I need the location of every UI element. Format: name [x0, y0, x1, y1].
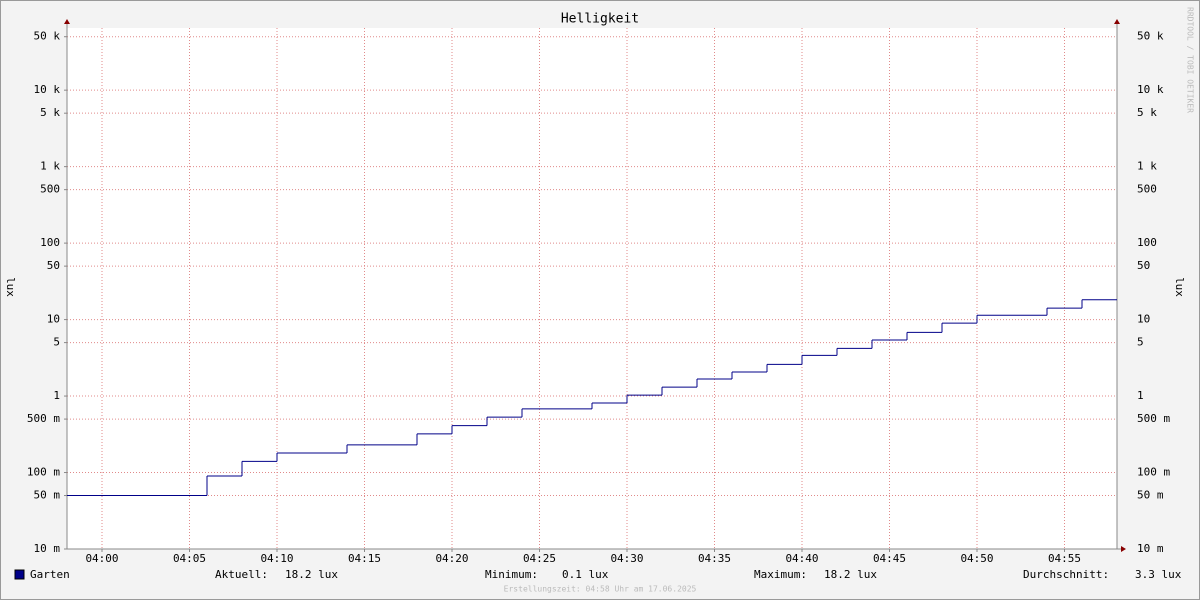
y-tick-label: 1 k — [40, 160, 60, 173]
y-tick-label-right: 50 m — [1137, 489, 1164, 502]
x-tick-label: 04:25 — [523, 552, 556, 565]
y-tick-label: 10 — [47, 313, 60, 326]
x-tick-label: 04:30 — [610, 552, 643, 565]
y-tick-label-right: 50 k — [1137, 30, 1164, 43]
x-tick-label: 04:15 — [348, 552, 381, 565]
x-tick-label: 04:55 — [1048, 552, 1081, 565]
x-tick-label: 04:35 — [698, 552, 731, 565]
stat-label: Minimum: — [485, 568, 538, 581]
stat-label: Maximum: — [754, 568, 807, 581]
y-tick-label: 10 m — [34, 542, 61, 555]
x-tick-label: 04:00 — [85, 552, 118, 565]
arrow — [1121, 546, 1126, 552]
stat-label: Durchschnitt: — [1023, 568, 1109, 581]
arrow — [64, 19, 70, 24]
y-tick-label-right: 1 — [1137, 389, 1144, 402]
y-tick-label: 10 k — [34, 83, 61, 96]
y-tick-label-right: 100 m — [1137, 466, 1170, 479]
y-tick-label: 50 k — [34, 30, 61, 43]
y-tick-label-right: 500 m — [1137, 412, 1170, 425]
y-tick-label: 100 m — [27, 466, 60, 479]
x-tick-label: 04:10 — [260, 552, 293, 565]
y-axis-label: lux — [4, 277, 17, 297]
stat-value: 3.3 lux — [1135, 568, 1182, 581]
stat-value: 0.1 lux — [562, 568, 609, 581]
stat-value: 18.2 lux — [824, 568, 877, 581]
x-tick-label: 04:45 — [873, 552, 906, 565]
y-tick-label: 500 — [40, 183, 60, 196]
y-tick-label-right: 5 — [1137, 336, 1144, 349]
y-axis-label-right: lux — [1173, 277, 1186, 297]
legend-swatch — [14, 569, 25, 580]
y-tick-label-right: 5 k — [1137, 106, 1157, 119]
x-tick-label: 04:40 — [785, 552, 818, 565]
y-tick-label-right: 500 — [1137, 183, 1157, 196]
x-tick-label: 04:20 — [435, 552, 468, 565]
y-tick-label: 5 — [53, 336, 60, 349]
y-tick-label: 5 k — [40, 106, 60, 119]
y-tick-label-right: 100 — [1137, 236, 1157, 249]
y-tick-label: 50 — [47, 259, 60, 272]
legend-label: Garten — [30, 568, 70, 581]
y-tick-label-right: 10 m — [1137, 542, 1164, 555]
y-tick-label-right: 1 k — [1137, 160, 1157, 173]
x-tick-label: 04:50 — [960, 552, 993, 565]
stat-value: 18.2 lux — [285, 568, 338, 581]
y-tick-label: 100 — [40, 236, 60, 249]
y-tick-label-right: 50 — [1137, 259, 1150, 272]
x-tick-label: 04:05 — [173, 552, 206, 565]
arrow — [1114, 19, 1120, 24]
y-tick-label: 500 m — [27, 412, 60, 425]
y-tick-label-right: 10 — [1137, 313, 1150, 326]
plot-area — [67, 28, 1117, 549]
footer: Erstellungszeit: 04:58 Uhr am 17.06.2025 — [504, 585, 697, 594]
chart-title: Helligkeit — [561, 12, 639, 27]
y-tick-label-right: 10 k — [1137, 83, 1164, 96]
y-tick-label: 50 m — [34, 489, 61, 502]
stat-label: Aktuell: — [215, 568, 268, 581]
y-tick-label: 1 — [53, 389, 60, 402]
watermark: RRDTOOL / TOBI OETIKER — [1186, 7, 1195, 113]
